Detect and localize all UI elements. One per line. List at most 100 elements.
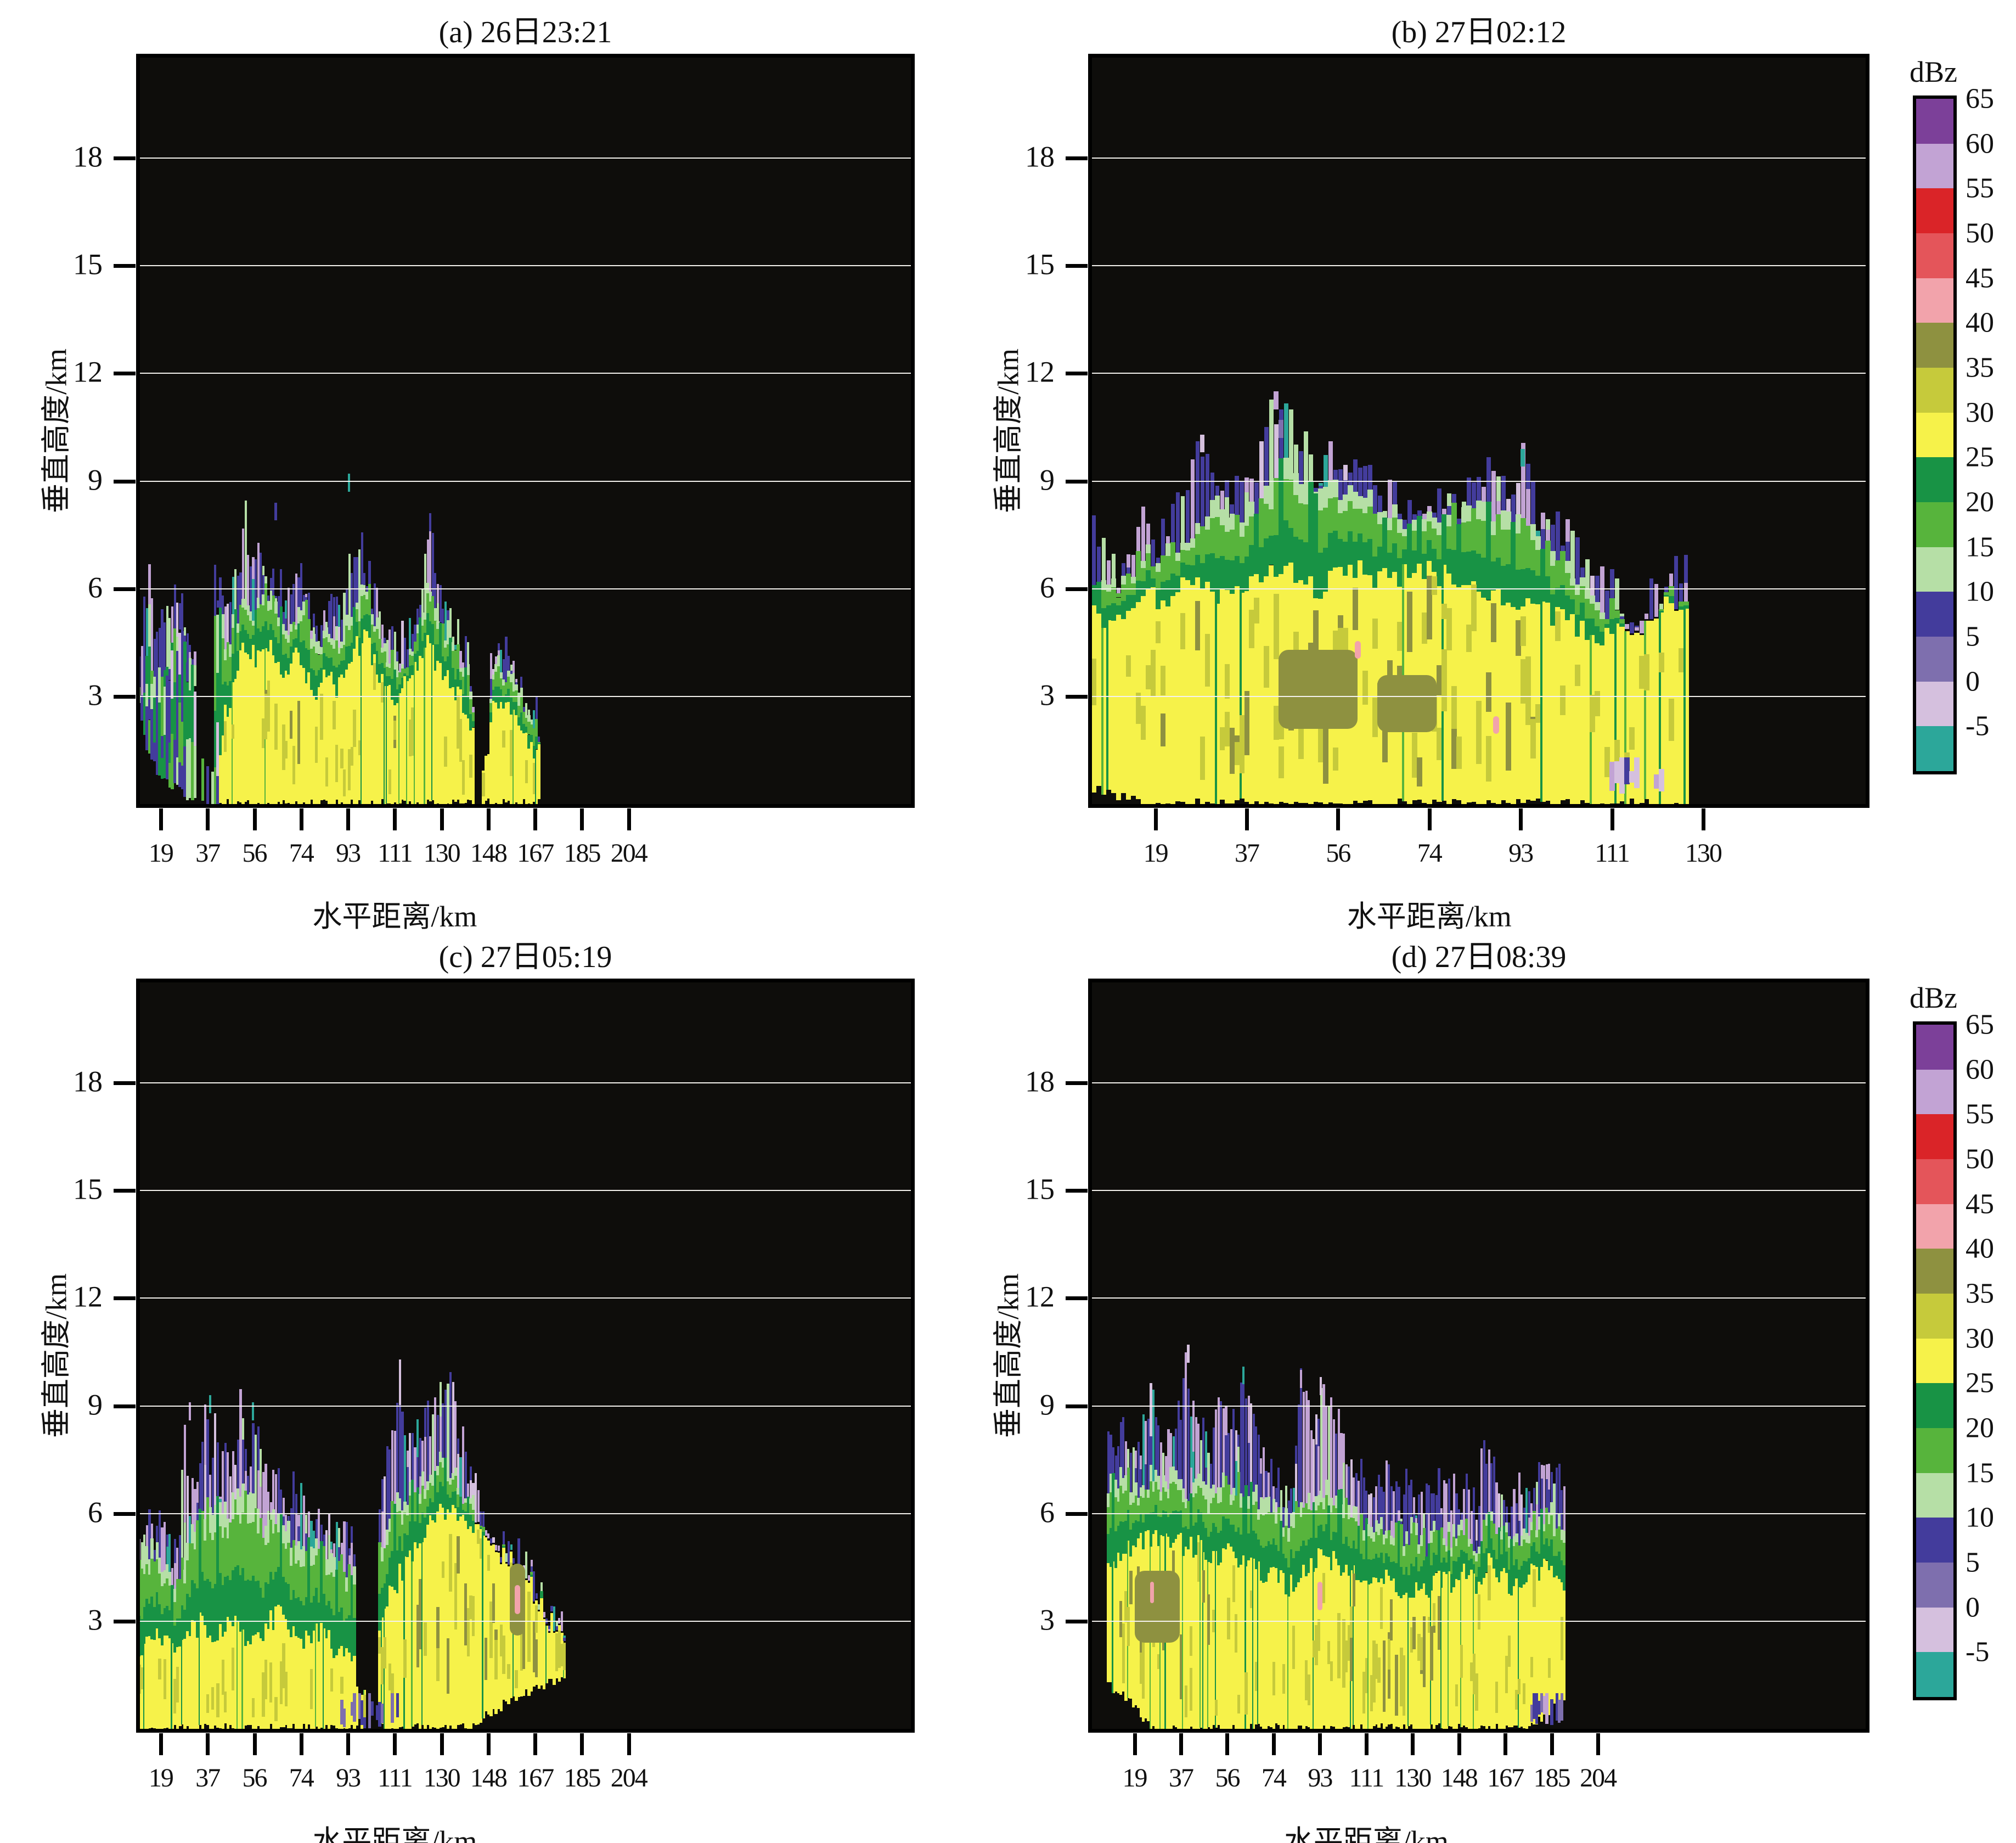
echo-segment <box>1124 1491 1128 1521</box>
echo-segment <box>1480 1584 1483 1726</box>
echo-segment <box>1407 523 1412 578</box>
echo-segment <box>1496 514 1501 530</box>
echo-segment <box>153 1577 156 1607</box>
echo-segment <box>408 649 412 655</box>
echo-segment <box>249 1580 252 1645</box>
echo-segment <box>380 1588 384 1617</box>
echo-segment <box>414 624 416 633</box>
echo-segment <box>1110 1435 1112 1474</box>
echo-segment <box>540 1591 543 1599</box>
echo-segment <box>317 1603 321 1642</box>
echo-segment <box>497 709 500 804</box>
echo-segment <box>1235 1430 1237 1461</box>
echo-segment <box>375 650 379 675</box>
echo-segment <box>1457 1580 1461 1724</box>
echo-segment <box>216 1496 219 1641</box>
echo-segment <box>1275 1512 1278 1524</box>
echo-segment <box>1224 1490 1228 1519</box>
echo-segment <box>1131 1546 1135 1708</box>
echo-segment <box>1244 1672 1248 1715</box>
echo-segment <box>512 709 515 804</box>
echo-segment <box>255 1435 257 1508</box>
echo-segment <box>239 605 243 614</box>
echo-segment <box>1422 1539 1426 1561</box>
echo-segment <box>487 754 490 799</box>
echo-segment <box>1412 550 1417 574</box>
echo-segment <box>1417 510 1422 516</box>
echo-segment <box>1227 1485 1230 1497</box>
echo-segment <box>1570 530 1575 579</box>
echo-segment <box>1129 1492 1133 1505</box>
echo-segment <box>1432 1553 1436 1576</box>
echo-segment <box>282 623 285 635</box>
echo-segment <box>1300 1368 1303 1460</box>
echo-segment <box>272 655 275 804</box>
echo-segment <box>1412 1566 1416 1598</box>
echo-segment <box>155 1592 159 1628</box>
echo-segment <box>1518 1587 1519 1728</box>
echo-segment <box>323 1535 325 1547</box>
echo-segment <box>375 629 379 651</box>
echo-segment <box>1289 1514 1293 1526</box>
echo-segment <box>1475 1593 1478 1729</box>
echo-segment <box>350 643 353 662</box>
echo-segment <box>1284 403 1288 458</box>
echo-segment <box>224 660 227 682</box>
echo-segment <box>1170 504 1175 543</box>
echo-segment <box>145 1546 149 1565</box>
echo-segment <box>1307 1675 1310 1705</box>
echo-segment <box>302 1648 306 1724</box>
echo-segment <box>1570 599 1575 615</box>
echo-floater <box>1274 391 1279 409</box>
echo-segment <box>181 765 184 790</box>
echo-segment <box>272 630 275 656</box>
echo-segment <box>1422 613 1427 644</box>
echo-segment <box>1538 1700 1541 1715</box>
echo-segment <box>535 749 538 804</box>
echo-segment <box>232 1519 235 1570</box>
echo-segment <box>1448 1571 1451 1727</box>
echo-segment <box>1595 690 1600 716</box>
echo-segment <box>1162 1475 1165 1488</box>
echo-segment <box>1658 653 1664 672</box>
echo-segment <box>424 619 427 633</box>
echo-segment <box>1523 1518 1525 1529</box>
echo-segment <box>1313 1439 1315 1502</box>
echo-segment <box>337 648 341 654</box>
echo-segment <box>1318 552 1324 599</box>
echo-segment <box>1466 625 1472 652</box>
x-tick-mark <box>206 808 210 830</box>
echo-segment <box>1129 1453 1133 1492</box>
echo-segment <box>1410 1479 1413 1518</box>
echo-segment <box>1575 665 1580 686</box>
echo-segment <box>251 1698 255 1717</box>
echo-segment <box>1448 1521 1451 1532</box>
echo-segment <box>1285 1486 1288 1509</box>
echo-segment <box>1353 1477 1355 1507</box>
x-tick-mark <box>440 1733 444 1755</box>
echo-segment <box>504 1564 508 1701</box>
echo-segment <box>1249 1590 1253 1609</box>
echo-segment <box>444 737 447 767</box>
echo-segment <box>1478 1567 1481 1582</box>
echo-segment <box>1309 454 1313 481</box>
echo-segment <box>1398 1510 1400 1521</box>
echo-segment <box>1222 1472 1225 1488</box>
echo-segment <box>1452 1560 1456 1588</box>
echo-segment <box>234 1615 237 1729</box>
echo-segment <box>482 772 485 796</box>
echo-segment <box>548 1626 550 1629</box>
echo-segment <box>1565 572 1570 595</box>
colorbar-segment <box>1916 592 1953 637</box>
x-tick-mark <box>1153 808 1158 830</box>
echo-segment <box>1461 585 1467 804</box>
echo-segment <box>330 645 334 658</box>
y-tick-mark <box>1066 1619 1088 1623</box>
colorbar-tick-label: 35 <box>1966 1278 1994 1310</box>
echo-segment <box>1470 1559 1473 1570</box>
echo-segment <box>436 1465 440 1475</box>
echo-segment <box>1180 543 1186 550</box>
echo-segment <box>1410 1598 1413 1724</box>
echo-segment <box>160 1645 164 1729</box>
x-tick-mark <box>393 808 397 830</box>
